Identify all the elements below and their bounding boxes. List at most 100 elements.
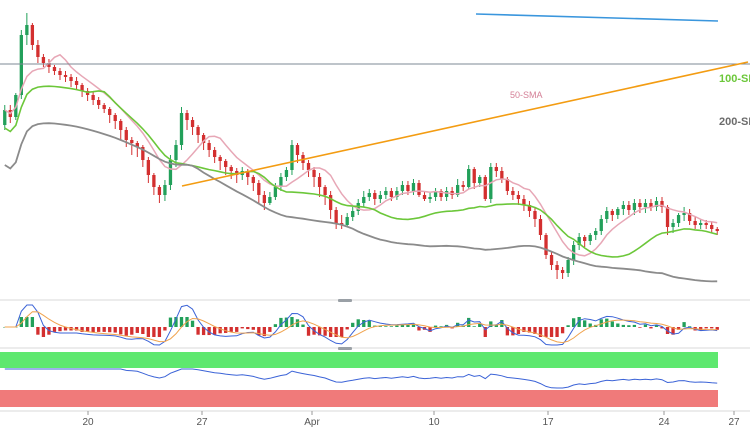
macd-histogram-bar xyxy=(135,327,139,333)
macd-histogram-bar xyxy=(190,320,195,327)
macd-histogram-bar xyxy=(41,327,46,337)
candle-body xyxy=(246,171,250,177)
candle-body xyxy=(196,127,200,135)
macd-histogram-bar xyxy=(212,327,217,335)
macd-histogram-bar xyxy=(152,327,156,337)
candle-body xyxy=(124,130,128,140)
macd-histogram-bar xyxy=(389,326,394,327)
macd-histogram-bar xyxy=(627,325,631,327)
macd-histogram-bar xyxy=(417,327,421,331)
macd-histogram-bar xyxy=(30,317,35,327)
macd-histogram-bar xyxy=(334,327,338,337)
candle-body xyxy=(594,231,598,235)
candle-body xyxy=(428,197,432,199)
macd-histogram-bar xyxy=(605,318,609,327)
candle-body xyxy=(544,235,548,255)
candle-body xyxy=(185,113,189,120)
candle-body xyxy=(649,203,653,207)
macd-histogram-bar xyxy=(411,324,416,327)
candle-body xyxy=(483,177,487,199)
candle-body xyxy=(500,171,504,179)
macd-histogram-bar xyxy=(522,327,526,332)
macd-histogram-bar xyxy=(174,317,178,327)
macd-histogram-bar xyxy=(306,327,311,336)
candle-body xyxy=(328,195,333,210)
candle-body xyxy=(478,177,482,183)
candle-body xyxy=(168,160,173,185)
macd-histogram-bar xyxy=(378,326,382,327)
candle-body xyxy=(505,179,510,191)
candle-body xyxy=(41,57,46,63)
candle-body xyxy=(351,211,355,217)
macd-histogram-bar xyxy=(279,317,283,327)
candle-body xyxy=(279,177,283,187)
macd-histogram-bar xyxy=(356,319,360,327)
macd-histogram-bar xyxy=(229,327,233,332)
macd-histogram-bar xyxy=(268,327,272,332)
candle-body xyxy=(218,157,222,161)
macd-histogram-bar xyxy=(207,327,211,336)
macd-histogram-bar xyxy=(224,327,228,333)
macd-histogram-bar xyxy=(102,327,106,332)
macd-histogram-bar xyxy=(284,317,289,327)
price-panel: 50-SMA 100-SM 200-SM xyxy=(0,13,750,283)
candle-body xyxy=(516,195,521,199)
candle-body xyxy=(378,195,382,199)
candle-body xyxy=(306,163,311,170)
x-tick-label: Apr xyxy=(304,417,320,428)
macd-histogram-bar xyxy=(345,327,349,330)
candle-body xyxy=(455,185,460,195)
macd-histogram-bar xyxy=(273,324,278,327)
candle-body xyxy=(224,161,228,167)
macd-histogram-bar xyxy=(472,326,476,327)
candle-body xyxy=(19,35,23,95)
macd-histogram-bar xyxy=(483,327,487,337)
candle-body xyxy=(141,147,145,160)
macd-histogram-bar xyxy=(643,324,648,327)
macd-histogram-bar xyxy=(257,327,261,336)
rsi-oversold-band xyxy=(0,390,718,407)
candle-body xyxy=(47,63,51,67)
candle-body xyxy=(207,143,211,150)
candle-body xyxy=(373,193,377,199)
macd-histogram-bar xyxy=(80,327,84,332)
candle-body xyxy=(212,150,217,157)
macd-histogram-bar xyxy=(52,327,57,332)
macd-histogram-bar xyxy=(301,324,305,327)
candle-body xyxy=(91,95,95,100)
macd-histogram-bar xyxy=(560,327,565,334)
x-tick-label: 27 xyxy=(196,417,208,428)
candle-body xyxy=(676,215,681,223)
candle-body xyxy=(190,120,195,127)
macd-histogram-bar xyxy=(340,327,344,337)
candle-body xyxy=(577,237,581,245)
candle-body xyxy=(268,197,272,203)
candle-body xyxy=(290,145,294,170)
candle-body xyxy=(671,223,675,227)
x-tick-label: 10 xyxy=(428,417,440,428)
candle-body xyxy=(660,201,664,207)
candle-body xyxy=(130,140,134,143)
macd-histogram-bar xyxy=(671,327,675,335)
macd-histogram-bar xyxy=(682,322,686,327)
resize-handle-icon xyxy=(338,299,352,302)
macd-histogram-bar xyxy=(108,327,112,333)
macd-histogram-bar xyxy=(362,320,366,327)
sma200-line xyxy=(4,122,718,283)
macd-histogram-bar xyxy=(63,327,68,331)
candle-body xyxy=(444,191,449,197)
candle-body xyxy=(433,191,438,197)
x-axis: 20 27 Apr 10 17 24 27 xyxy=(82,411,740,428)
candle-body xyxy=(411,183,416,191)
candle-body xyxy=(610,211,614,215)
right-axis-strip xyxy=(720,0,750,430)
resistance-trendline xyxy=(475,13,719,22)
candle-body xyxy=(69,77,73,81)
candle-body xyxy=(588,235,592,241)
macd-histogram-bar xyxy=(494,324,498,327)
macd-histogram-bar xyxy=(201,327,206,336)
candle-body xyxy=(362,197,366,203)
macd-histogram-bar xyxy=(246,327,250,330)
